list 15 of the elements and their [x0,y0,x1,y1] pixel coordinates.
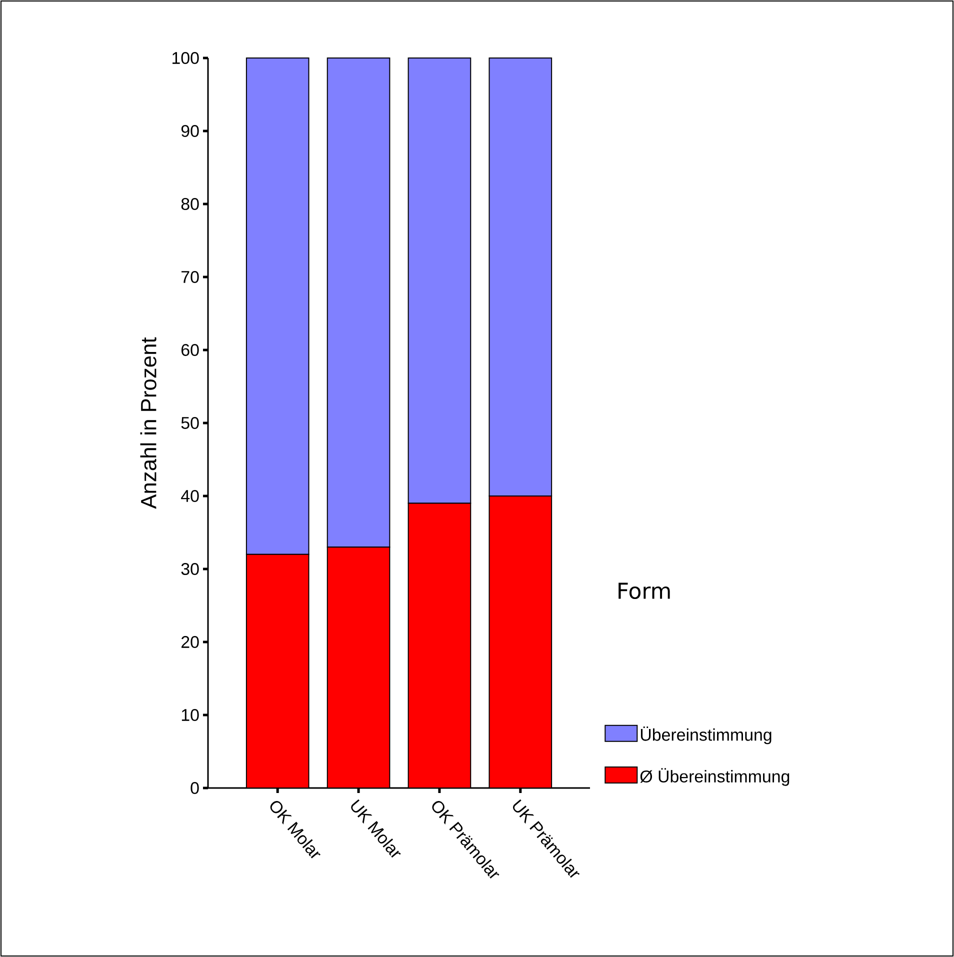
y-tick-label: 40 [181,490,199,502]
y-tick-label: 30 [181,562,199,575]
y-tick-label: 0 [190,782,199,794]
y-axis-title: Anzahl in Prozent [140,337,156,509]
y-tick-label: 60 [182,344,199,356]
y-tick-label: 100 [172,52,199,64]
y-tick-label: 10 [182,708,199,721]
y-tick-label: 80 [181,198,199,210]
y-tick-label: 50 [181,416,199,429]
y-tick-label: 20 [182,636,199,648]
legend-label: Ø Übereinstimmung [640,768,790,786]
y-tick-label: 90 [181,124,199,137]
legend-title: Form [618,582,670,600]
legend-label: Übereinstimmung [640,726,772,744]
y-tick-label: 70 [182,270,199,283]
